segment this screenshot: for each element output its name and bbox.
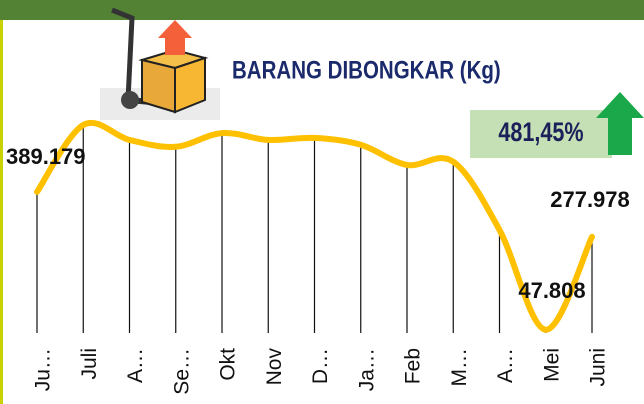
x-tick-label: M… <box>448 348 471 387</box>
cart-icon <box>100 10 220 120</box>
x-tick-label: A… <box>494 348 517 383</box>
data-label: 47.808 <box>518 278 585 303</box>
x-tick-label: Mei <box>540 348 563 382</box>
x-tick-label: Feb <box>402 348 425 384</box>
chart-title: BARANG DIBONGKAR (Kg) <box>232 56 501 84</box>
x-tick-label: Juni <box>587 348 610 387</box>
x-tick-label: Se… <box>170 348 193 395</box>
x-tick-label: Okt <box>217 348 240 381</box>
top-banner <box>0 0 644 20</box>
left-edge <box>0 20 3 404</box>
x-tick-label: Ja… <box>355 348 378 391</box>
annotation: 481,45% <box>498 118 583 148</box>
data-label: 389.179 <box>6 144 86 169</box>
x-tick-label: Ju… <box>32 348 55 391</box>
chart: BARANG DIBONGKAR (Kg) 481,45% Ju… Juli A… S… <box>0 0 644 404</box>
x-tick-label: A… <box>124 348 147 383</box>
x-tick-label: D… <box>309 348 332 384</box>
x-tick-label: Juli <box>78 348 101 380</box>
data-label: 277.978 <box>550 187 630 212</box>
x-tick-label: Nov <box>263 348 286 386</box>
page: {"chart_data": {"type": "line", "title":… <box>0 0 644 404</box>
